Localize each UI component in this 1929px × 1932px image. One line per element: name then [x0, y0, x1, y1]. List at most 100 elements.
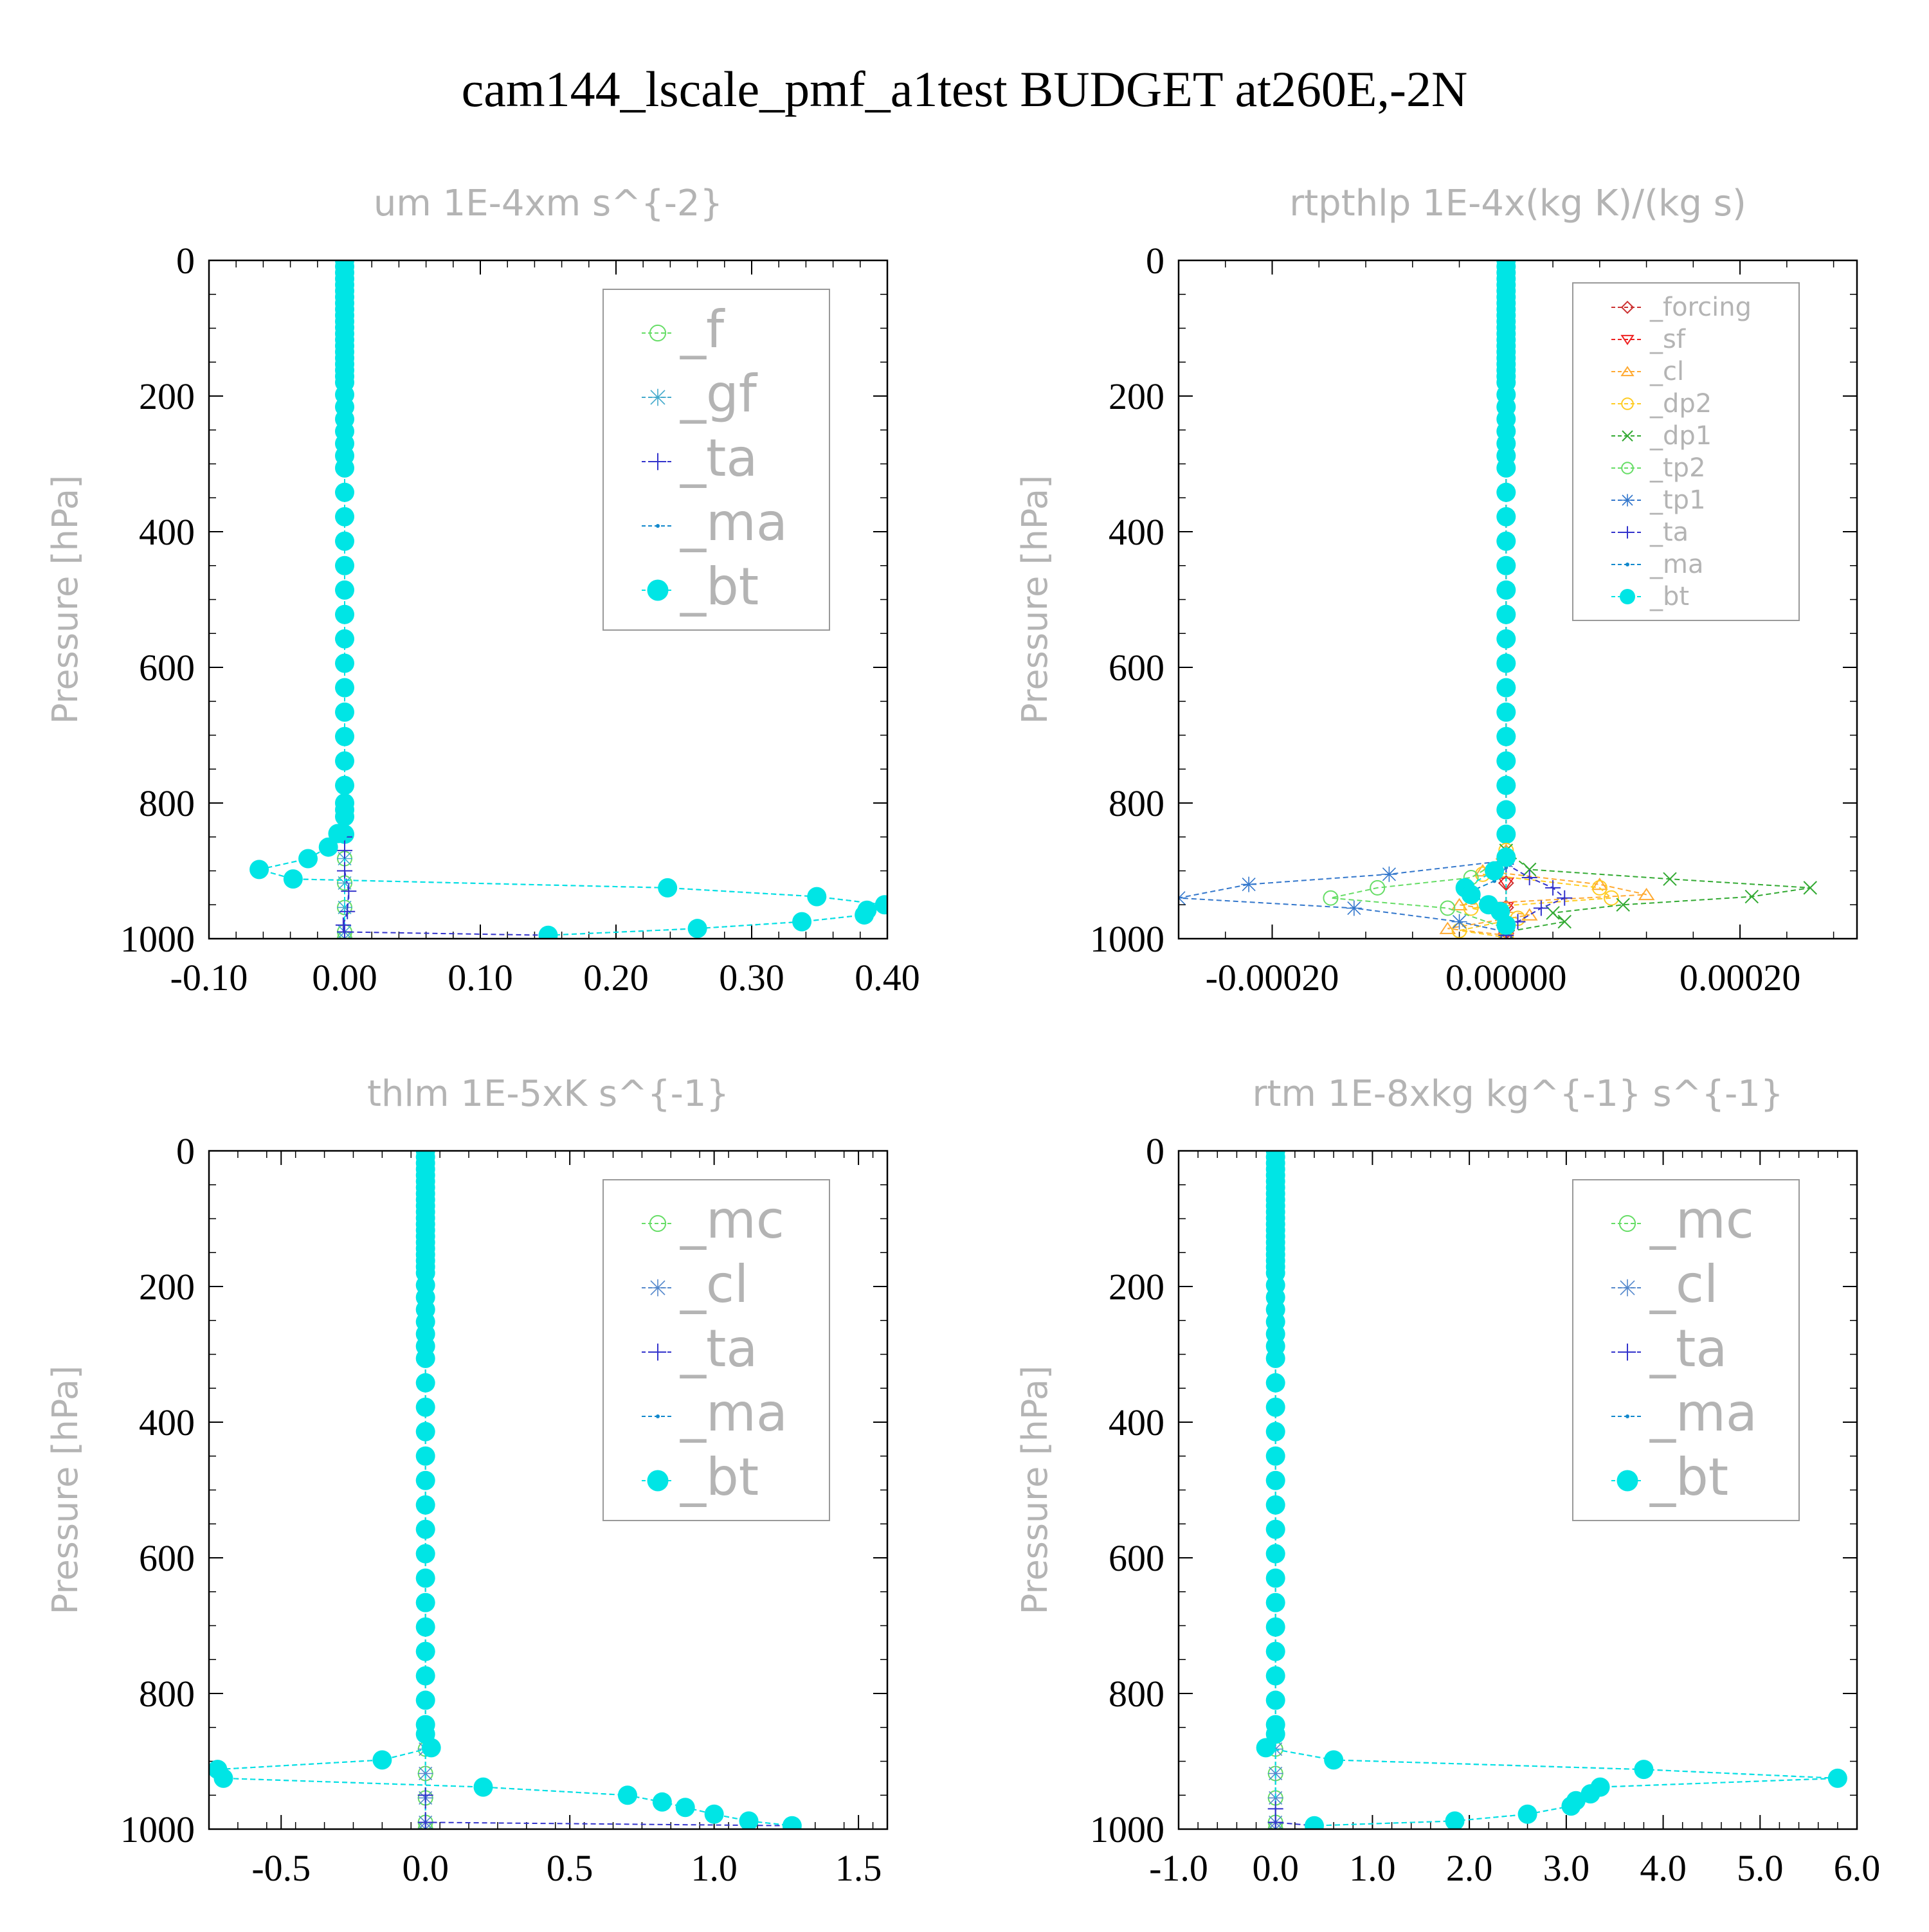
series-point — [335, 793, 354, 813]
legend-label: _ta — [680, 428, 757, 488]
series-point — [538, 925, 558, 939]
series-point — [1439, 921, 1456, 934]
plot-area — [1179, 260, 1817, 939]
series-point — [675, 1798, 695, 1818]
series-point — [1324, 1750, 1344, 1770]
legend-entry: _dp1 — [1611, 421, 1712, 451]
series-point — [1267, 1790, 1283, 1806]
y-tick-label: 0 — [176, 240, 195, 282]
plot-frame — [208, 259, 889, 940]
y-tick-label: 0 — [1146, 240, 1164, 282]
series-point — [1616, 898, 1630, 912]
legend-entry: _dp2 — [1611, 389, 1712, 419]
y-tick-label: 800 — [1109, 782, 1164, 824]
series-point — [1485, 861, 1505, 881]
y-tick-label: 800 — [139, 782, 195, 824]
x-tick-label: 0.0 — [402, 1847, 449, 1889]
series-bt-profile — [209, 1724, 802, 1829]
series-point — [1496, 702, 1516, 722]
series-point — [1496, 555, 1516, 575]
series-point — [1803, 881, 1817, 895]
series-point — [415, 1641, 435, 1661]
legend-marker — [1621, 462, 1634, 474]
series-point — [1580, 1784, 1600, 1804]
y-tick-label: 400 — [139, 1402, 195, 1443]
series-point — [318, 837, 338, 857]
legend: _mc_cl_ta_ma_bt — [1572, 1179, 1800, 1521]
series-point — [421, 1738, 441, 1758]
legend-box — [1572, 282, 1800, 621]
series-point — [249, 860, 269, 880]
legend-marker — [649, 1279, 667, 1297]
series-point — [415, 1690, 435, 1710]
series-point — [1267, 1801, 1283, 1817]
figure-title: cam144_lscale_pmf_a1test BUDGET at260E,-… — [462, 61, 1468, 117]
legend-entry: _bt — [1611, 582, 1689, 611]
legend-entry: _ta — [642, 1319, 757, 1378]
series-point — [337, 924, 352, 939]
plot-area — [249, 260, 887, 939]
series-point — [1496, 847, 1516, 867]
series-point — [335, 678, 354, 698]
series-line — [1505, 850, 1811, 933]
x-tick-label: -1.0 — [1149, 1847, 1208, 1889]
series-point — [335, 507, 354, 527]
series-point — [1533, 900, 1549, 916]
series-point — [652, 1792, 672, 1812]
panels-container: um 1E-4xm s^{-2} Pressure [hPa] 0 200 400 600… — [45, 183, 1880, 1889]
legend-marker — [1618, 1343, 1636, 1361]
legend-label: _cl — [1649, 1254, 1718, 1314]
legend-label: _f — [680, 300, 725, 359]
legend-box — [602, 289, 830, 631]
legend-label: _bt — [1649, 1447, 1728, 1507]
legend-entry: _mc — [642, 1190, 784, 1250]
y-tick-label: 600 — [1109, 1537, 1164, 1579]
series-point — [1496, 800, 1516, 820]
series-point — [1496, 458, 1516, 478]
y-tick-label: 1000 — [120, 918, 195, 960]
series-point — [782, 1816, 802, 1829]
x-tick-label: 5.0 — [1737, 1847, 1784, 1889]
x-tick-label: 4.0 — [1640, 1847, 1687, 1889]
legend-marker — [1621, 397, 1634, 410]
series-bt-profile — [249, 793, 887, 939]
legend-entry: _ta — [642, 428, 757, 488]
legend-marker — [1622, 430, 1633, 442]
series-point — [335, 604, 354, 624]
series-line — [342, 836, 548, 936]
series-point — [1265, 1373, 1285, 1393]
series-ta-profile — [335, 829, 556, 939]
series-point — [1496, 727, 1516, 746]
legend-label: _ta — [1649, 518, 1689, 547]
x-tick-label: 0.20 — [583, 957, 649, 998]
series-point — [335, 917, 351, 933]
legend-entry: _ta — [1611, 1319, 1727, 1378]
series-point — [617, 1785, 637, 1805]
legend: _mc_cl_ta_ma_bt — [602, 1179, 830, 1521]
series-point — [1265, 1593, 1285, 1612]
series-point — [1545, 880, 1561, 896]
series-point — [1256, 1738, 1276, 1758]
series-point — [335, 775, 354, 795]
series-point — [415, 1373, 435, 1393]
legend-entry: _ma — [642, 492, 788, 552]
x-tick-label: -0.5 — [251, 1847, 311, 1889]
series-point — [1265, 1690, 1285, 1710]
y-tick-label: 800 — [139, 1673, 195, 1715]
legend-marker — [656, 524, 660, 528]
series-bt-profile — [1455, 847, 1516, 935]
series-point — [1267, 1814, 1283, 1829]
legend-marker — [1617, 1470, 1638, 1492]
series-point — [1496, 653, 1516, 673]
series-point — [335, 727, 354, 746]
legend-label: _mc — [1649, 1190, 1754, 1250]
legend-label: _ma — [1649, 550, 1703, 579]
y-tick-label: 200 — [1109, 375, 1164, 417]
series-point — [415, 1348, 435, 1368]
legend-entry: _ta — [1611, 518, 1689, 547]
x-tick-label: -0.10 — [170, 957, 248, 998]
series-point — [1827, 1768, 1847, 1788]
series-point — [1445, 1811, 1465, 1829]
series-line — [424, 1795, 792, 1827]
legend-label: _ta — [1649, 1319, 1727, 1378]
